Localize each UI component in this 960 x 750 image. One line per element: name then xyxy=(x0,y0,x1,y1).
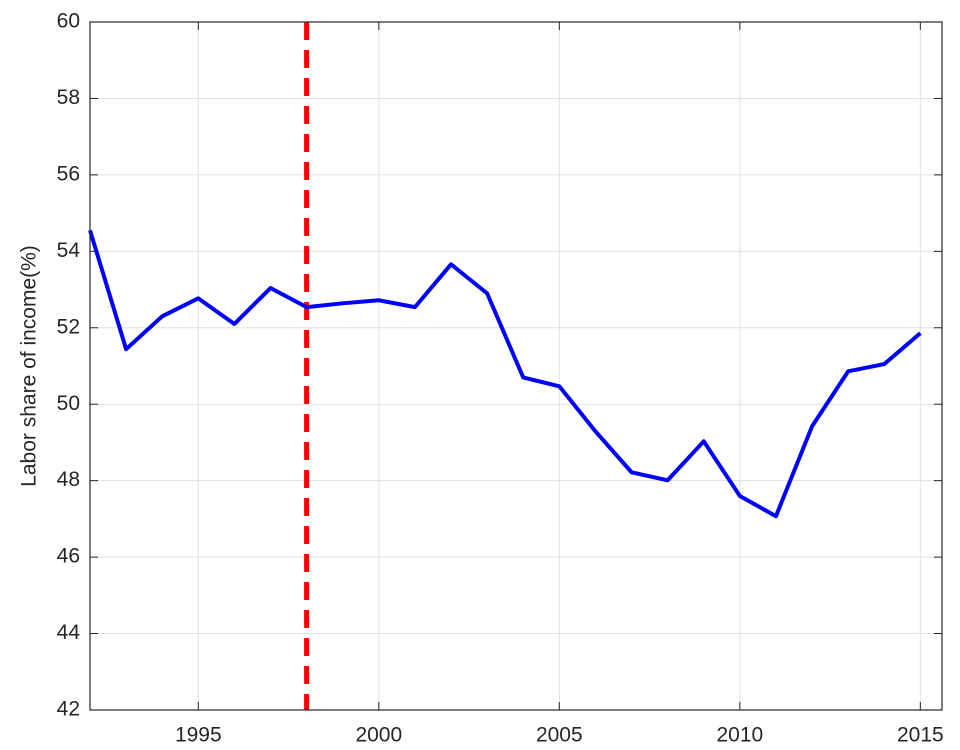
y-tick-label: 46 xyxy=(57,545,80,568)
y-tick-label: 42 xyxy=(57,698,80,721)
plot-frame xyxy=(89,21,943,711)
y-tick-label: 56 xyxy=(57,162,80,185)
x-tick-label: 2005 xyxy=(536,724,583,747)
y-tick-label: 48 xyxy=(57,468,80,491)
x-tick-label: 2015 xyxy=(897,724,944,747)
plot-area xyxy=(90,22,942,710)
x-tick-label: 2000 xyxy=(355,724,402,747)
data-line xyxy=(88,229,922,519)
y-tick-label: 60 xyxy=(57,10,80,33)
y-tick-label: 52 xyxy=(57,315,80,338)
y-axis-label: Labor share of income(%) xyxy=(18,245,41,487)
y-tick-label: 54 xyxy=(57,239,81,262)
x-tick-label: 2010 xyxy=(716,724,763,747)
y-tick-label: 58 xyxy=(57,86,80,109)
y-tick-label: 44 xyxy=(57,621,81,644)
y-tick-label: 50 xyxy=(57,392,80,415)
x-tick-label: 1995 xyxy=(175,724,222,747)
